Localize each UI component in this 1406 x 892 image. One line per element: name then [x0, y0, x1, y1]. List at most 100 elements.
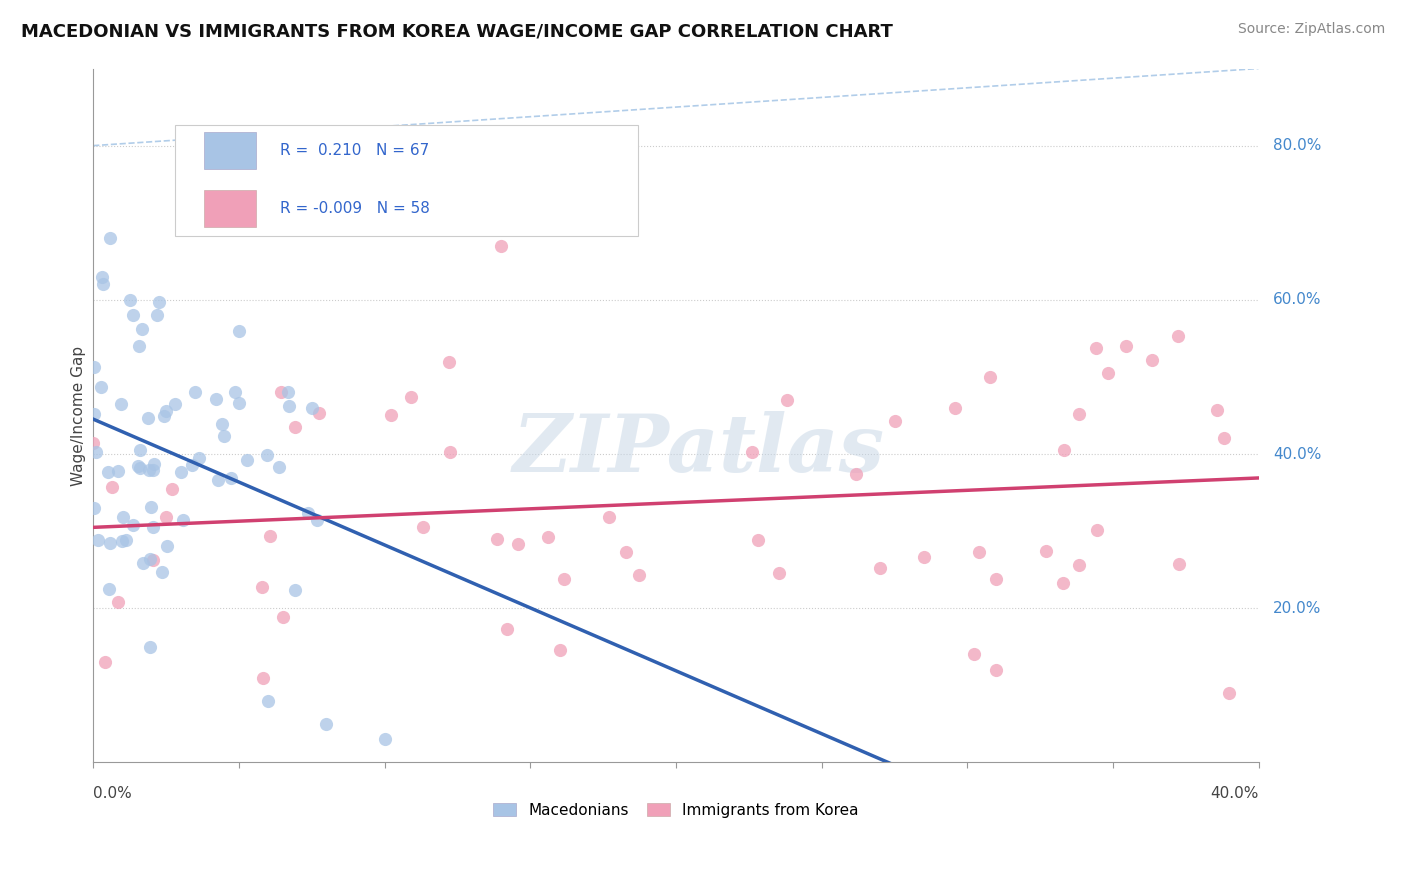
Point [138, 410, 160, 425]
Point [912, 549, 935, 564]
Point [128, 443, 150, 458]
Point [87, 533, 110, 548]
Point [278, 400, 301, 414]
Point [107, 464, 129, 478]
Point [214, 429, 236, 443]
Point [1140, 352, 1163, 367]
Point [156, 540, 179, 554]
Point [94, 655, 117, 669]
Point [235, 453, 257, 467]
Point [152, 409, 174, 424]
Text: 60.0%: 60.0% [1274, 293, 1322, 308]
Point [169, 465, 191, 479]
Point [277, 384, 299, 399]
Point [1035, 544, 1057, 558]
Point [1167, 329, 1189, 343]
Point [845, 467, 868, 482]
Point [91, 277, 114, 292]
Point [211, 417, 233, 432]
Point [439, 445, 461, 459]
Text: 40.0%: 40.0% [1211, 786, 1258, 800]
Point [121, 518, 143, 533]
Point [506, 537, 529, 551]
Point [297, 506, 319, 520]
Point [139, 551, 162, 566]
Point [101, 480, 124, 494]
Point [83, 407, 105, 421]
Point [437, 354, 460, 368]
Point [121, 308, 143, 322]
Point [256, 448, 278, 462]
Point [273, 610, 295, 624]
Point [207, 473, 229, 487]
Point [1097, 366, 1119, 380]
Point [142, 457, 165, 471]
Point [138, 463, 160, 477]
Point [412, 520, 434, 534]
Point [131, 557, 153, 571]
Point [628, 568, 651, 582]
Point [301, 401, 323, 416]
Text: 0.0%: 0.0% [93, 786, 132, 800]
Point [165, 397, 187, 411]
Point [184, 385, 207, 400]
FancyBboxPatch shape [174, 125, 638, 235]
Point [110, 397, 132, 411]
Point [172, 513, 194, 527]
Point [1085, 342, 1108, 356]
Point [224, 384, 246, 399]
Point [315, 717, 337, 731]
Point [741, 445, 763, 459]
Point [228, 324, 250, 338]
Point [219, 471, 242, 485]
FancyBboxPatch shape [204, 190, 256, 227]
Legend: Macedonians, Immigrants from Korea: Macedonians, Immigrants from Korea [486, 797, 865, 824]
Point [114, 533, 136, 548]
Point [1069, 407, 1091, 421]
Point [107, 594, 129, 608]
Point [83, 360, 105, 375]
Point [148, 295, 170, 310]
Point [155, 509, 177, 524]
Point [141, 500, 163, 514]
Text: 40.0%: 40.0% [1274, 447, 1322, 461]
Text: ZIPatlas: ZIPatlas [513, 411, 886, 489]
Point [380, 408, 402, 422]
Point [98, 231, 121, 245]
Point [1085, 524, 1108, 538]
Point [97, 582, 120, 596]
Point [486, 532, 509, 546]
Point [252, 580, 274, 594]
Point [614, 545, 637, 559]
Point [97, 465, 120, 479]
Point [259, 529, 281, 543]
Point [869, 561, 891, 575]
Point [111, 534, 134, 549]
Point [305, 513, 328, 527]
Point [118, 293, 141, 307]
Point [984, 663, 1007, 677]
Point [131, 322, 153, 336]
Point [1213, 431, 1236, 445]
Point [84, 445, 107, 459]
Point [1115, 339, 1137, 353]
Point [979, 370, 1001, 384]
Point [373, 732, 395, 747]
Point [142, 520, 165, 534]
Point [553, 572, 575, 586]
Point [145, 308, 167, 322]
Point [83, 501, 105, 516]
Y-axis label: Wage/Income Gap: Wage/Income Gap [72, 345, 86, 485]
Text: 20.0%: 20.0% [1274, 600, 1322, 615]
Text: R =  0.210   N = 67: R = 0.210 N = 67 [280, 143, 429, 158]
Text: Source: ZipAtlas.com: Source: ZipAtlas.com [1237, 22, 1385, 37]
Point [128, 460, 150, 475]
Point [150, 565, 173, 579]
Point [160, 482, 183, 496]
Text: 80.0%: 80.0% [1274, 138, 1322, 153]
Point [90, 379, 112, 393]
Point [598, 510, 620, 524]
Point [128, 339, 150, 353]
Point [188, 450, 211, 465]
Point [111, 510, 134, 524]
